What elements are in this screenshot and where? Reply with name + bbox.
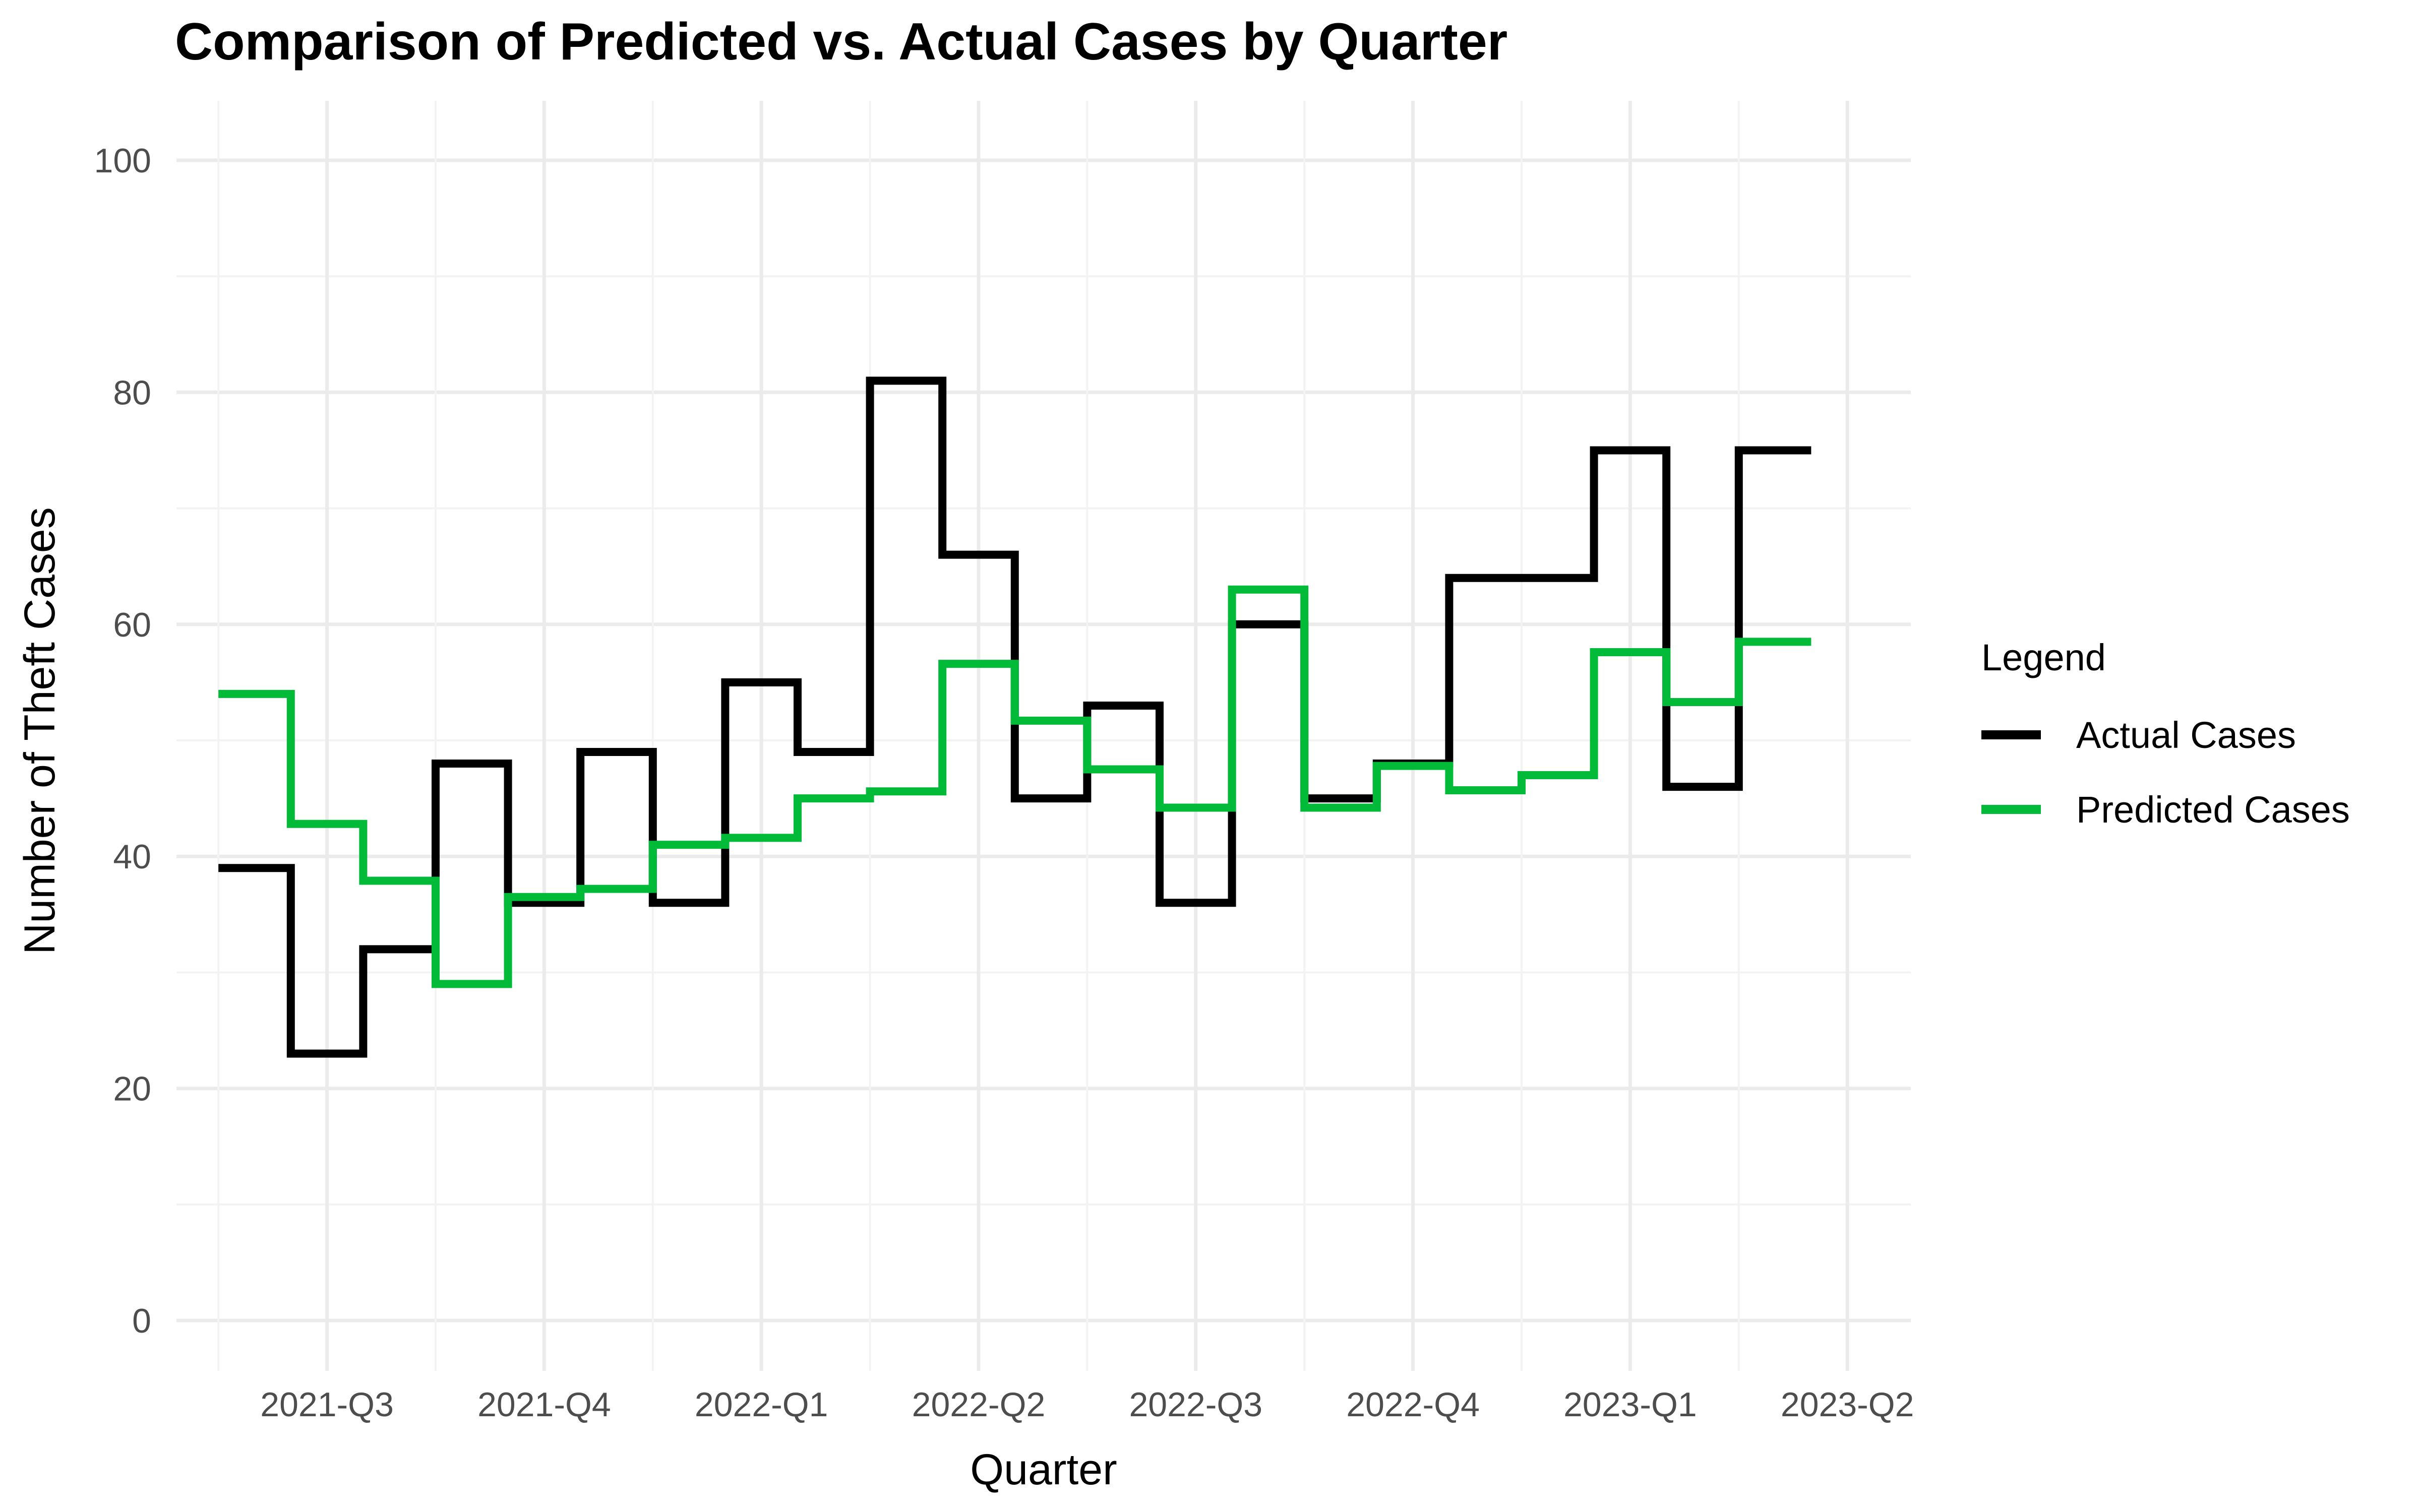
series-line-actual-cases [218,376,1811,1058]
legend: Legend Actual Cases Predicted Cases [1981,637,2350,831]
plot-series [218,376,1811,1058]
legend-title: Legend [1981,637,2106,678]
y-tick-label: 60 [113,606,151,644]
legend-label: Actual Cases [2076,714,2296,756]
y-tick-label: 0 [132,1302,151,1340]
y-axis-ticks: 0 20 40 60 80 100 [94,142,151,1340]
grid [176,101,1911,1371]
x-tick-label: 2022-Q2 [912,1385,1046,1424]
y-tick-label: 20 [113,1070,151,1108]
x-tick-label: 2022-Q1 [695,1385,828,1424]
y-tick-label: 40 [113,838,151,876]
legend-items: Actual Cases Predicted Cases [1981,714,2350,831]
x-tick-label: 2021-Q4 [477,1385,611,1424]
x-tick-label: 2022-Q3 [1129,1385,1262,1424]
chart-title: Comparison of Predicted vs. Actual Cases… [175,13,1507,71]
x-tick-label: 2022-Q4 [1346,1385,1480,1424]
x-tick-label: 2021-Q3 [260,1385,394,1424]
y-tick-label: 80 [113,373,151,412]
y-tick-label: 100 [94,142,151,180]
x-tick-label: 2023-Q2 [1781,1385,1914,1424]
y-axis-title: Number of Theft Cases [16,507,64,954]
x-axis-ticks: 2021-Q3 2021-Q4 2022-Q1 2022-Q2 2022-Q3 2022-… [260,1385,1914,1424]
series-line-predicted-cases [218,585,1811,988]
x-axis-title: Quarter [970,1445,1117,1494]
legend-label: Predicted Cases [2076,789,2350,831]
x-tick-label: 2023-Q1 [1563,1385,1697,1424]
